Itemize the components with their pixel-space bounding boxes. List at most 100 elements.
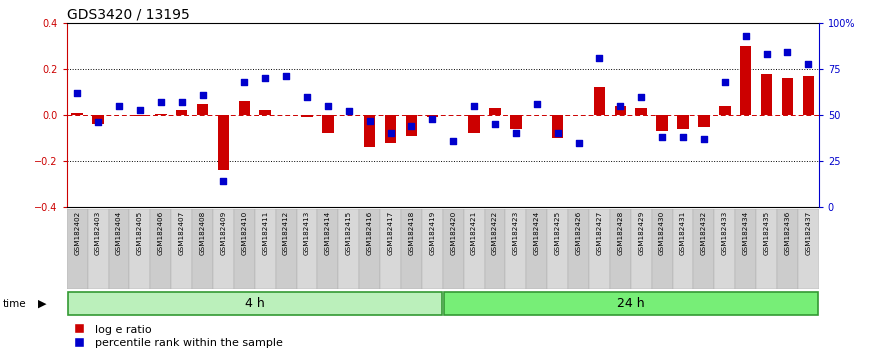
Point [717, 79, 732, 85]
Bar [67, 209, 87, 289]
Point [551, 131, 565, 136]
Point [613, 103, 627, 109]
Point [300, 94, 314, 99]
Text: GSM182437: GSM182437 [805, 211, 812, 256]
Point [196, 92, 210, 98]
Bar [547, 209, 568, 289]
Bar [213, 209, 234, 289]
Bar [673, 209, 693, 289]
Text: GSM182403: GSM182403 [95, 211, 101, 256]
Text: GSM182406: GSM182406 [158, 211, 164, 256]
Bar [134, 115, 146, 116]
Text: GSM182417: GSM182417 [387, 211, 393, 256]
Bar [218, 115, 229, 170]
Bar [740, 46, 751, 115]
Bar [506, 209, 526, 289]
FancyBboxPatch shape [443, 292, 818, 315]
Point [759, 51, 773, 57]
Point [384, 131, 398, 136]
Bar [735, 209, 756, 289]
Bar [594, 87, 605, 115]
Bar [338, 209, 360, 289]
Bar [756, 209, 777, 289]
Bar [401, 209, 422, 289]
Bar [468, 115, 480, 133]
Bar [422, 209, 443, 289]
Bar [364, 115, 376, 147]
Point [279, 74, 293, 79]
Bar [719, 106, 731, 115]
Bar [380, 209, 401, 289]
Point [362, 118, 376, 124]
Bar [781, 78, 793, 115]
Text: 4 h: 4 h [245, 297, 264, 310]
Text: GSM182415: GSM182415 [346, 211, 352, 256]
Text: GSM182432: GSM182432 [701, 211, 707, 256]
Text: GSM182405: GSM182405 [137, 211, 143, 256]
Bar [651, 209, 673, 289]
Bar [176, 110, 188, 115]
Legend: log e ratio, percentile rank within the sample: log e ratio, percentile rank within the … [72, 324, 282, 348]
Point [404, 123, 418, 129]
Bar [318, 209, 338, 289]
FancyBboxPatch shape [68, 292, 442, 315]
Text: 24 h: 24 h [617, 297, 644, 310]
Point [467, 103, 481, 109]
Bar [635, 108, 647, 115]
Bar [260, 110, 271, 115]
Point [801, 61, 815, 66]
Text: GDS3420 / 13195: GDS3420 / 13195 [67, 8, 190, 22]
Bar [698, 115, 709, 127]
Point [320, 103, 335, 109]
Text: GSM182412: GSM182412 [283, 211, 289, 256]
Text: GSM182422: GSM182422 [492, 211, 498, 256]
Text: GSM182427: GSM182427 [596, 211, 603, 256]
Text: GSM182431: GSM182431 [680, 211, 686, 256]
Point [238, 79, 252, 85]
Point [446, 138, 460, 144]
Text: GSM182433: GSM182433 [722, 211, 728, 256]
Text: GSM182416: GSM182416 [367, 211, 373, 256]
Text: GSM182428: GSM182428 [618, 211, 623, 256]
Bar [234, 209, 255, 289]
Text: GSM182418: GSM182418 [409, 211, 415, 256]
Bar [715, 209, 735, 289]
Bar [87, 209, 109, 289]
Bar [526, 209, 547, 289]
Bar [197, 104, 208, 115]
Bar [803, 76, 814, 115]
Point [70, 90, 85, 96]
Point [216, 178, 231, 184]
Point [258, 75, 272, 81]
Bar [109, 209, 129, 289]
Text: GSM182411: GSM182411 [263, 211, 268, 256]
Bar [406, 115, 417, 136]
Bar [761, 74, 773, 115]
Bar [464, 209, 484, 289]
Bar [150, 209, 171, 289]
Bar [610, 209, 631, 289]
Bar [568, 209, 589, 289]
Point [593, 55, 607, 61]
Bar [384, 115, 396, 143]
Text: GSM182425: GSM182425 [554, 211, 561, 256]
Text: GSM182408: GSM182408 [199, 211, 206, 256]
Point [154, 99, 168, 105]
Text: ▶: ▶ [38, 298, 47, 309]
Point [530, 101, 544, 107]
Bar [322, 115, 334, 133]
Bar [360, 209, 380, 289]
Point [174, 99, 189, 105]
Point [112, 103, 126, 109]
Text: GSM182414: GSM182414 [325, 211, 331, 256]
Bar [677, 115, 689, 129]
Point [571, 140, 586, 145]
Point [342, 109, 356, 114]
Text: GSM182409: GSM182409 [221, 211, 226, 256]
Text: GSM182421: GSM182421 [471, 211, 477, 256]
Bar [171, 209, 192, 289]
Bar [239, 101, 250, 115]
Text: GSM182413: GSM182413 [304, 211, 310, 256]
Bar [93, 115, 104, 124]
Text: GSM182429: GSM182429 [638, 211, 644, 256]
